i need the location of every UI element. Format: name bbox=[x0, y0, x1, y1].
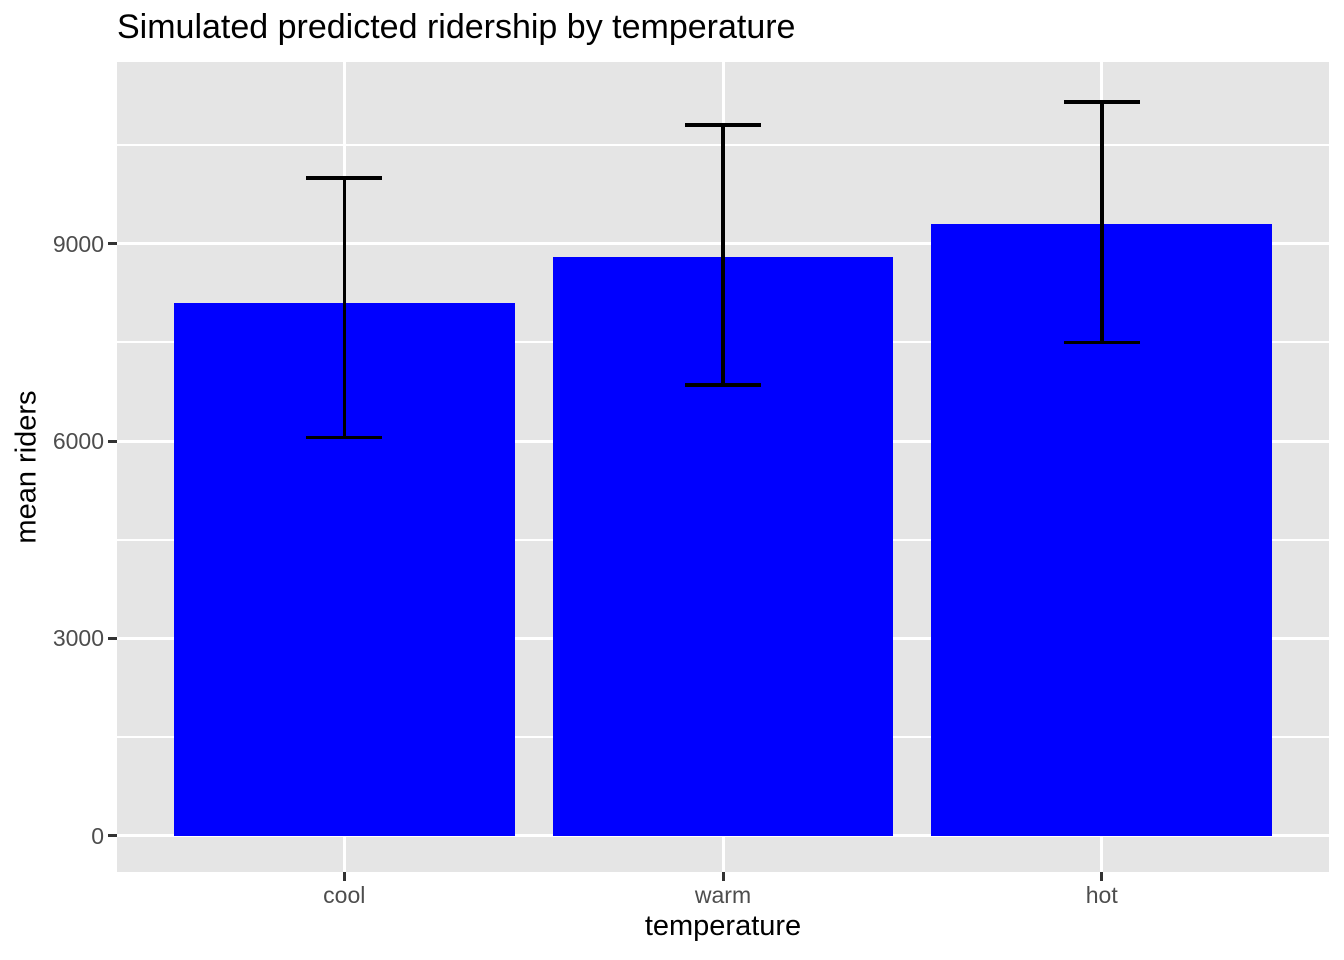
x-tick-label: hot bbox=[1085, 882, 1118, 908]
x-tick-mark bbox=[342, 872, 346, 881]
y-tick-label: 3000 bbox=[52, 625, 104, 652]
x-tick-mark bbox=[721, 872, 725, 881]
y-tick-mark bbox=[108, 439, 117, 443]
x-tick-label: cool bbox=[323, 882, 366, 908]
y-tick-mark bbox=[108, 242, 117, 246]
x-axis-title-label: temperature bbox=[644, 910, 802, 942]
x-tick-label: warm bbox=[694, 882, 752, 908]
y-tick-label: 0 bbox=[91, 822, 104, 849]
error-bar-cap-bottom-hot bbox=[1063, 340, 1140, 345]
y-tick-label: 6000 bbox=[52, 428, 104, 454]
chart-title: Simulated predicted ridership by tempera… bbox=[117, 8, 796, 46]
x-tick-mark bbox=[1100, 872, 1104, 881]
y-tick-label: 9000 bbox=[52, 230, 104, 257]
error-bar-line-hot bbox=[1100, 102, 1104, 343]
error-bar-line-warm bbox=[721, 125, 725, 386]
error-bar-cap-top-warm bbox=[685, 123, 761, 127]
error-bar-cap-top-hot bbox=[1063, 100, 1140, 104]
y-axis-title-label: mean riders bbox=[10, 390, 43, 544]
error-bar-cap-bottom-cool bbox=[306, 435, 383, 440]
error-bar-cap-top-cool bbox=[306, 176, 383, 180]
y-tick-mark bbox=[108, 636, 117, 640]
error-bar-line-cool bbox=[342, 177, 346, 438]
plot-panel bbox=[117, 62, 1329, 872]
y-tick-mark bbox=[108, 834, 117, 838]
error-bar-cap-bottom-warm bbox=[685, 383, 761, 387]
